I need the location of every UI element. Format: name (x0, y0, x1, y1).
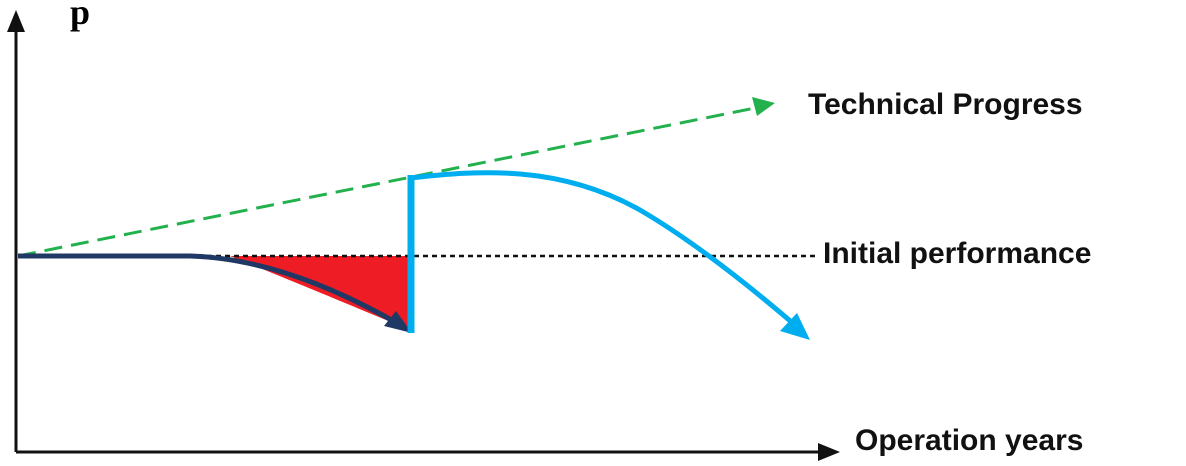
degradation-curve (18, 253, 397, 325)
top-partial-label: p (70, 0, 90, 32)
degradation-arrowhead (384, 311, 412, 333)
technical-progress-arrowhead (752, 97, 775, 116)
post-upgrade-arrowhead (780, 313, 810, 340)
post-upgrade-curve (410, 170, 797, 327)
x-axis-arrowhead (818, 443, 840, 461)
operation-years-label: Operation years (855, 424, 1083, 457)
initial-performance-label: Initial performance (823, 237, 1091, 270)
technical-progress-line (17, 106, 756, 258)
y-axis-arrowhead (7, 10, 25, 32)
performance-loss-area (230, 256, 410, 330)
technical-progress-label: Technical Progress (808, 88, 1083, 121)
